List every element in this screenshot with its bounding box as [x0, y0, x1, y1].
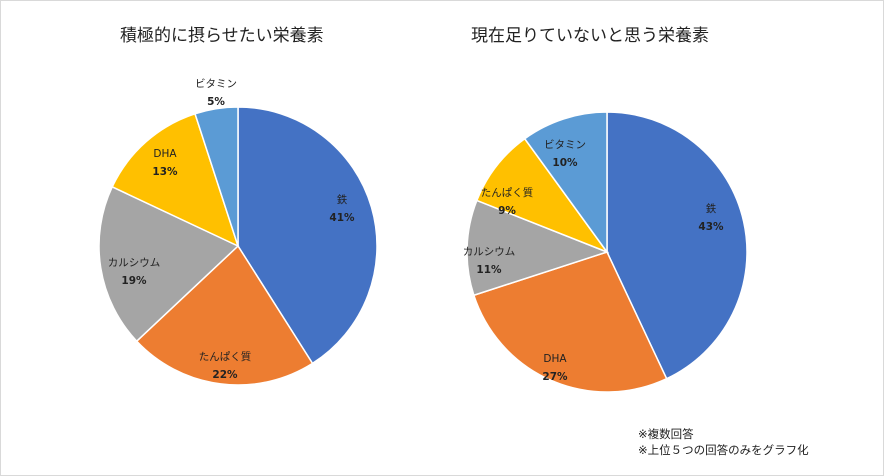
slice-percent-right-3: 9%	[498, 205, 516, 217]
pie-slice-left-1	[135, 244, 314, 386]
slice-percent-left-2: 19%	[121, 275, 147, 287]
slice-label-right-4: ビタミン	[544, 139, 586, 151]
slice-percent-left-4: 5%	[207, 96, 225, 108]
slice-percent-right-4: 10%	[552, 157, 578, 169]
chart-title-right: 現在足りていないと思う栄養素	[471, 26, 709, 46]
note-top5-only: ※上位５つの回答のみをグラフ化	[638, 443, 809, 457]
slice-percent-right-1: 27%	[542, 371, 568, 383]
slice-percent-left-1: 22%	[212, 369, 238, 381]
slice-label-left-3: DHA	[153, 148, 177, 160]
chart-title-left: 積極的に摂らせたい栄養素	[120, 26, 324, 46]
pie-slice-left-2	[98, 185, 240, 343]
slice-label-right-1: DHA	[543, 353, 567, 365]
slice-percent-right-2: 11%	[476, 264, 502, 276]
slice-label-right-3: たんぱく質	[481, 186, 534, 199]
pie-slice-right-0	[606, 111, 748, 380]
slice-label-right-2: カルシウム	[463, 246, 516, 258]
slice-percent-left-3: 13%	[152, 166, 178, 178]
pie-slice-left-4	[194, 106, 239, 247]
slice-label-left-0: 鉄	[337, 193, 348, 206]
pie-slice-right-1	[472, 251, 668, 393]
pie-slice-right-3	[475, 137, 610, 254]
pie-slice-right-4	[523, 111, 608, 255]
note-multiple-answers: ※複数回答	[638, 427, 694, 441]
slice-label-right-0: 鉄	[706, 202, 717, 215]
pie-slice-left-3	[111, 112, 240, 248]
pie-slice-left-0	[237, 106, 378, 365]
slice-label-left-1: たんぱく質	[199, 350, 252, 363]
slice-label-left-2: カルシウム	[108, 257, 161, 269]
slice-percent-left-0: 41%	[329, 212, 355, 224]
slice-percent-right-0: 43%	[698, 221, 724, 233]
pie-slice-right-2	[466, 199, 610, 297]
slice-label-left-4: ビタミン	[195, 78, 237, 90]
